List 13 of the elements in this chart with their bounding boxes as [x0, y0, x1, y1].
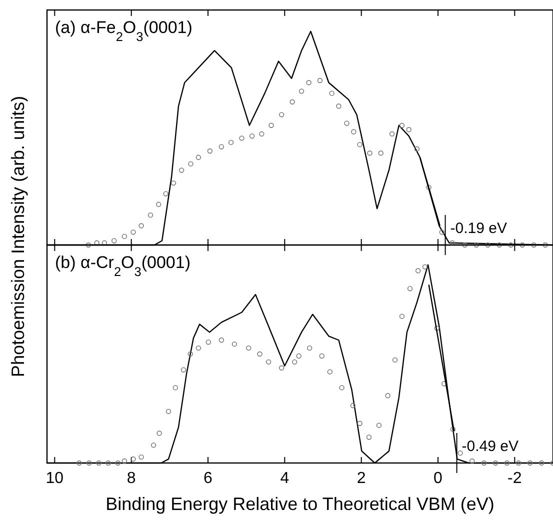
chart-title: (b) α-Cr$_{2}$O$_{3}$(0001) [55, 253, 190, 278]
ref-line-label: -0.49 eV [462, 438, 518, 455]
ref-line-label: -0.19 eV [450, 220, 507, 237]
y-axis-title: Photoemission Intensity (arb. units) [8, 96, 28, 378]
x-tick-label: -2 [508, 470, 522, 487]
x-tick-label: 2 [356, 470, 366, 487]
x-tick-label: 10 [46, 470, 64, 487]
x-tick-label: 8 [126, 470, 136, 487]
x-tick-label: 4 [280, 470, 290, 487]
chart-title: (a) α-Fe$_{2}$O$_{3}$(0001) [55, 18, 192, 44]
x-tick-label: 0 [434, 470, 443, 487]
x-tick-label: 6 [204, 470, 213, 487]
x-axis-title: Binding Energy Relative to Theoretical VBM (eV) [106, 494, 494, 514]
